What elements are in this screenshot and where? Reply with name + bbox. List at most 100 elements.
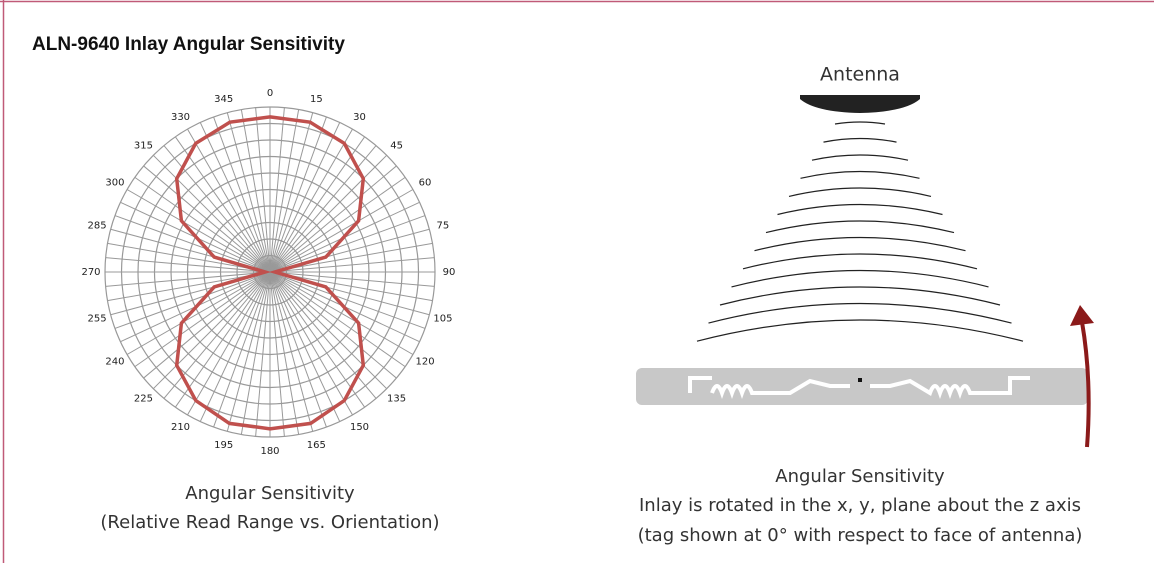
grid-line bbox=[269, 271, 314, 432]
theta-tick-label: 345 bbox=[214, 94, 233, 105]
wave bbox=[708, 302, 1012, 324]
theta-tick-label: 30 bbox=[353, 112, 366, 123]
minor-grid-line bbox=[255, 107, 271, 273]
theta-tick-label: 255 bbox=[88, 313, 107, 324]
theta-tick-label: 105 bbox=[433, 313, 452, 324]
minor-grid-line bbox=[114, 215, 271, 273]
wave bbox=[811, 154, 909, 161]
diagram-caption: Angular Sensitivity bbox=[775, 466, 945, 487]
minor-grid-line bbox=[269, 271, 300, 435]
minor-grid-line bbox=[199, 271, 271, 422]
minor-grid-line bbox=[105, 257, 271, 273]
wave bbox=[823, 137, 897, 143]
data-line bbox=[174, 115, 366, 431]
minor-grid-line bbox=[269, 257, 435, 273]
wave bbox=[719, 286, 1001, 306]
theta-tick-label: 195 bbox=[214, 440, 233, 451]
theta-tick-label: 300 bbox=[105, 178, 124, 189]
theta-tick-label: 90 bbox=[443, 267, 456, 278]
theta-tick-label: 240 bbox=[105, 357, 124, 368]
grid-line bbox=[269, 271, 414, 355]
grid-line bbox=[226, 112, 271, 273]
theta-tick-label: 150 bbox=[350, 422, 369, 433]
grid-line bbox=[126, 271, 271, 355]
minor-grid-line bbox=[213, 271, 271, 428]
minor-grid-line bbox=[269, 165, 397, 273]
minor-grid-line bbox=[269, 271, 285, 437]
minor-grid-line bbox=[105, 271, 271, 287]
minor-grid-line bbox=[269, 271, 406, 368]
minor-grid-line bbox=[269, 122, 341, 273]
wave bbox=[800, 170, 920, 179]
wave bbox=[731, 269, 989, 288]
arrow-head bbox=[1070, 305, 1094, 326]
grid-line bbox=[152, 271, 271, 390]
theta-tick-label: 120 bbox=[415, 357, 434, 368]
minor-grid-line bbox=[269, 116, 327, 273]
grid-line bbox=[269, 271, 388, 390]
grid-line bbox=[187, 271, 271, 416]
inlay bbox=[636, 368, 1088, 405]
diagram: Antenna Angular Sensitivity Inlay is rot… bbox=[636, 64, 1094, 546]
minor-grid-line bbox=[240, 109, 271, 273]
page-title: ALN-9640 Inlay Angular Sensitivity bbox=[32, 34, 345, 55]
diagram-caption: Inlay is rotated in the x, y, plane abou… bbox=[639, 495, 1081, 516]
theta-tick-label: 165 bbox=[307, 440, 326, 451]
minor-grid-line bbox=[269, 176, 406, 273]
minor-grid-line bbox=[213, 116, 271, 273]
minor-grid-line bbox=[269, 271, 327, 428]
wave bbox=[788, 187, 932, 197]
grid-line bbox=[269, 128, 353, 273]
theta-tick-label: 285 bbox=[88, 221, 107, 232]
minor-grid-line bbox=[255, 271, 271, 437]
theta-tick-label: 75 bbox=[437, 221, 450, 232]
theta-tick-label: 60 bbox=[419, 178, 432, 189]
wave bbox=[754, 236, 966, 252]
minor-grid-line bbox=[134, 176, 271, 273]
theta-tick-label: 315 bbox=[134, 140, 153, 151]
theta-tick-label: 0 bbox=[267, 88, 273, 99]
grid-line bbox=[269, 189, 414, 273]
theta-tick-label: 270 bbox=[81, 267, 100, 278]
grid-line bbox=[269, 271, 353, 416]
wave bbox=[765, 220, 955, 234]
wave bbox=[777, 203, 943, 216]
minor-grid-line bbox=[143, 271, 271, 379]
minor-grid-line bbox=[269, 271, 397, 379]
minor-grid-line bbox=[174, 271, 271, 408]
minor-grid-line bbox=[269, 215, 426, 273]
theta-tick-label: 15 bbox=[310, 94, 323, 105]
grid-line bbox=[269, 154, 388, 273]
minor-grid-line bbox=[114, 271, 271, 329]
minor-grid-line bbox=[174, 136, 271, 273]
wave bbox=[742, 253, 978, 270]
rotation-arrow bbox=[1080, 321, 1091, 448]
minor-grid-line bbox=[143, 165, 271, 273]
inlay-pattern bbox=[688, 376, 1030, 399]
grid-line bbox=[226, 271, 271, 432]
wave bbox=[696, 319, 1024, 342]
antenna bbox=[800, 95, 920, 113]
minor-grid-line bbox=[269, 271, 366, 408]
minor-grid-line bbox=[269, 136, 366, 273]
minor-grid-line bbox=[269, 271, 341, 422]
minor-grid-line bbox=[199, 122, 271, 273]
grid-line bbox=[269, 112, 314, 273]
grid-line bbox=[187, 128, 271, 273]
theta-tick-label: 135 bbox=[387, 394, 406, 405]
wave bbox=[834, 121, 886, 125]
theta-tick-label: 45 bbox=[390, 140, 403, 151]
grid-line bbox=[152, 154, 271, 273]
theta-tick-label: 225 bbox=[134, 394, 153, 405]
minor-grid-line bbox=[240, 271, 271, 435]
chip bbox=[858, 378, 862, 382]
minor-grid-line bbox=[134, 271, 271, 368]
minor-grid-line bbox=[269, 107, 285, 273]
minor-grid-line bbox=[269, 271, 435, 287]
minor-grid-line bbox=[269, 109, 300, 273]
polar-chart: 0 15 30 45 60 75 90 105 120 135 150 165 180 195 210 225… bbox=[81, 88, 455, 457]
minor-grid-line bbox=[269, 271, 426, 329]
chart-caption: Angular Sensitivity bbox=[185, 483, 355, 504]
